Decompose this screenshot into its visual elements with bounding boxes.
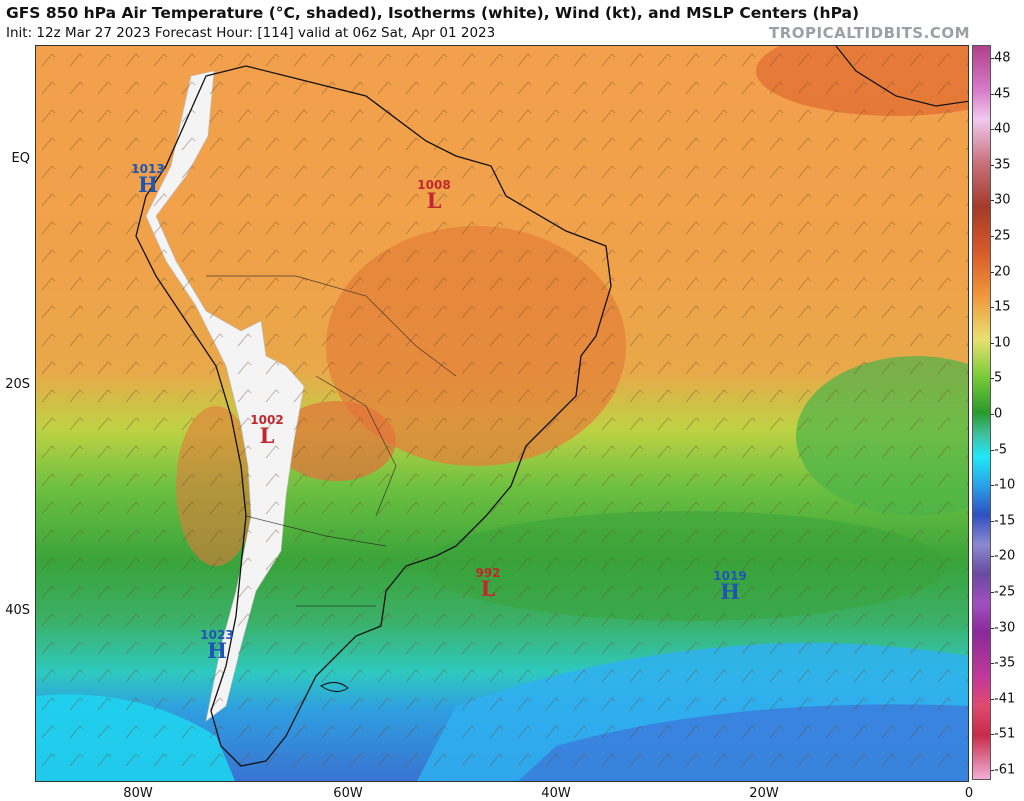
lon-label-20w: 20W [749, 786, 779, 801]
pressure-value: 1023 [200, 628, 234, 642]
low-symbol: L [480, 576, 496, 601]
colorbar-label: 40 [994, 121, 1011, 137]
colorbar-label: 25 [994, 228, 1011, 244]
colorbar-tick [991, 93, 994, 95]
temperature-map [35, 45, 969, 782]
colorbar-tick [991, 592, 994, 593]
high-symbol: H [720, 579, 740, 604]
colorbar-label: 5 [994, 370, 1003, 386]
high-pressure-center: 1013 H [131, 162, 165, 197]
colorbar-label: 20 [994, 264, 1011, 280]
colorbar-tick [991, 663, 994, 665]
colorbar-tick [991, 770, 994, 771]
map-title: GFS 850 hPa Air Temperature (°C, shaded)… [6, 4, 860, 22]
colorbar-label: 0 [994, 406, 1003, 422]
low-symbol: L [426, 188, 442, 213]
colorbar-label: 10 [994, 335, 1011, 351]
pressure-value: 1019 [713, 569, 747, 583]
colorbar-label: 45 [994, 86, 1011, 102]
low-pressure-center: 1002 L [250, 413, 284, 448]
colorbar-label: -5 [994, 442, 1007, 458]
colorbar-tick [991, 58, 994, 59]
colorbar-tick [991, 520, 994, 522]
colorbar-label: -20 [994, 548, 1016, 564]
falkland-islands [320, 682, 349, 692]
colorbar-label: -61 [994, 762, 1016, 778]
colorbar-label: -15 [994, 513, 1016, 529]
lat-label-eq: EQ [11, 151, 30, 166]
colorbar-tick [991, 200, 994, 202]
temperature-colorbar [972, 45, 991, 780]
pressure-value: 1008 [417, 178, 451, 192]
lon-label-60w: 60W [333, 786, 363, 801]
colorbar-tick [991, 414, 994, 415]
colorbar-tick [991, 271, 994, 273]
colorbar-tick [991, 485, 994, 487]
high-pressure-center: 1023 H [200, 628, 234, 663]
colorbar-tick [991, 342, 994, 344]
colorbar-tick [991, 449, 994, 451]
colorbar-tick [991, 627, 994, 629]
map-canvas [36, 46, 968, 781]
high-symbol: H [207, 638, 227, 663]
colorbar-label: 35 [994, 157, 1011, 173]
low-pressure-center: 992 L [475, 566, 501, 601]
country-borders [206, 275, 457, 607]
lon-label-80w: 80W [123, 786, 153, 801]
credit-watermark: TROPICALTIDBITS.COM [769, 24, 970, 42]
low-symbol: L [259, 423, 275, 448]
lon-label-0: 0 [964, 786, 974, 801]
colorbar-tick [991, 307, 994, 309]
africa-coastline [835, 46, 968, 107]
pressure-value: 1013 [131, 162, 165, 176]
colorbar-tick [991, 129, 994, 131]
colorbar-tick [991, 378, 994, 380]
colorbar-tick [991, 556, 994, 558]
colorbar-label: -10 [994, 477, 1016, 493]
colorbar-label: -35 [994, 655, 1016, 671]
colorbar-tick [991, 164, 994, 166]
lat-label-40s: 40S [5, 603, 30, 618]
colorbar-tick [991, 236, 994, 237]
lon-label-40w: 40W [541, 786, 571, 801]
colorbar-label: -30 [994, 620, 1016, 636]
colorbar-label: 30 [994, 192, 1011, 208]
colorbar-label: -51 [994, 726, 1016, 742]
lat-label-20s: 20S [5, 377, 30, 392]
colorbar-label: -41 [994, 691, 1016, 707]
low-pressure-center: 1008 L [417, 178, 451, 213]
colorbar-label: -25 [994, 584, 1016, 600]
pressure-value: 992 [475, 566, 501, 580]
colorbar-label: 15 [994, 299, 1011, 315]
high-symbol: H [138, 172, 158, 197]
map-subtitle: Init: 12z Mar 27 2023 Forecast Hour: [11… [6, 25, 496, 41]
colorbar-label: 48 [994, 50, 1011, 66]
colorbar-tick [991, 698, 994, 700]
wind-barbs [36, 46, 968, 781]
colorbar-tick [991, 734, 994, 736]
high-pressure-center: 1019 H [713, 569, 747, 604]
pressure-value: 1002 [250, 413, 284, 427]
south-america-coastline [135, 65, 612, 767]
